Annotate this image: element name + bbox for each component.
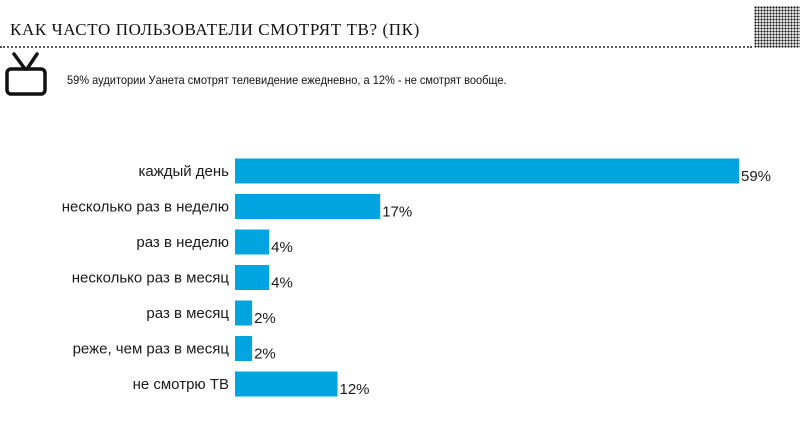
value-label: 59% <box>741 168 771 185</box>
bar <box>235 229 270 255</box>
bar <box>235 336 253 361</box>
dot-pattern-decoration <box>754 6 800 48</box>
value-label: 2% <box>254 346 276 363</box>
value-label: 2% <box>254 310 276 327</box>
chart-subtitle: 59% аудитории Уанета смотрят телевидение… <box>67 73 507 87</box>
page-title: КАК ЧАСТО ПОЛЬЗОВАТЕЛИ СМОТРЯТ ТВ? (ПК) <box>10 20 420 39</box>
title-divider <box>0 46 752 48</box>
chart-bars <box>235 158 739 397</box>
bar <box>235 158 739 184</box>
category-label: каждый день <box>138 163 229 180</box>
bar <box>235 300 253 326</box>
category-label: раз в месяц <box>146 305 229 322</box>
category-label: несколько раз в неделю <box>62 199 229 216</box>
category-label: не смотрю ТВ <box>133 376 229 393</box>
category-label: реже, чем раз в месяц <box>73 341 230 358</box>
category-label: раз в неделю <box>136 234 229 251</box>
chart-labels: каждый день 59% несколько раз в неделю 17% р… <box>62 163 771 398</box>
bar <box>235 265 270 290</box>
value-label: 4% <box>271 275 293 292</box>
bar <box>235 371 338 397</box>
category-label: несколько раз в месяц <box>72 270 230 287</box>
value-label: 12% <box>340 381 370 398</box>
tv-icon <box>5 52 47 96</box>
value-label: 4% <box>271 239 293 256</box>
bar <box>235 194 381 219</box>
value-label: 17% <box>382 204 412 221</box>
